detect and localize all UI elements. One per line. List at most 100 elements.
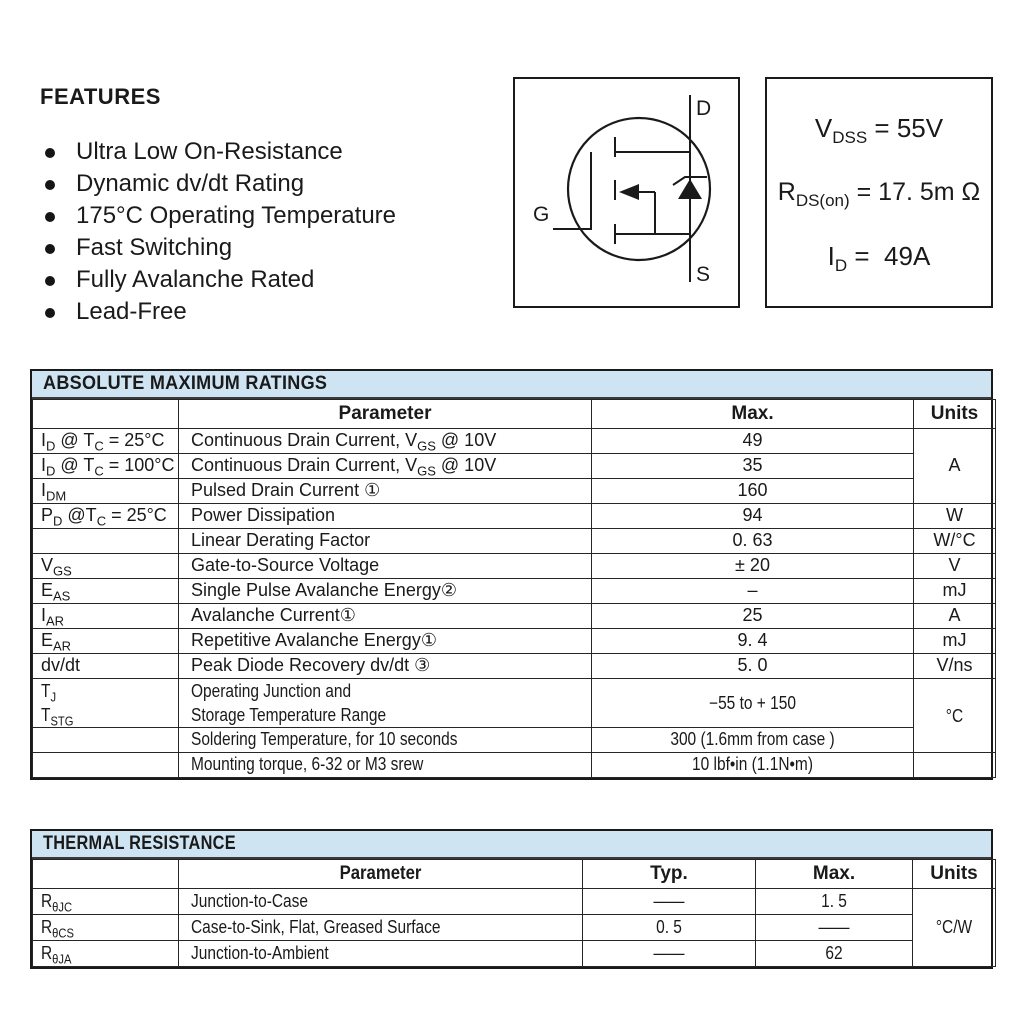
- spec-id: ID = 49A: [827, 241, 931, 276]
- thermal-header-row: Parameter Typ. Max. Units: [32, 859, 996, 889]
- max-cell: 10 lbf•in (1.1N•m): [591, 752, 914, 778]
- abs-max-section: ABSOLUTE MAXIMUM RATINGS Parameter Max. …: [30, 369, 996, 780]
- symbol-cell: [32, 528, 179, 554]
- max-cell: 160: [591, 478, 914, 504]
- symbol-cell: IDM: [32, 478, 179, 504]
- symbol-cell: RθCS: [32, 914, 179, 941]
- symbol-column-header: [32, 399, 179, 429]
- typ-cell: ——: [582, 888, 756, 915]
- feature-item: Fully Avalanche Rated: [40, 264, 480, 296]
- diode-icon: [678, 179, 702, 199]
- mosfet-symbol: D G S: [533, 95, 711, 286]
- units-cell: W/°C: [913, 528, 996, 554]
- symbol-cell: RθJC: [32, 888, 179, 915]
- max-cell: 35: [591, 453, 914, 479]
- parameter-cell: Gate-to-Source Voltage: [178, 553, 592, 579]
- parameter-cell: Junction-to-Ambient: [178, 940, 583, 967]
- parameter-cell: Repetitive Avalanche Energy①: [178, 628, 592, 654]
- max-cell: 300 (1.6mm from case ): [591, 727, 914, 753]
- parameter-cell: Operating Junction and Storage Temperatur…: [178, 678, 592, 728]
- units-cell: [913, 752, 996, 778]
- abs-max-row: VGS Gate-to-Source Voltage ± 20 V: [32, 553, 996, 579]
- max-cell: 0. 63: [591, 528, 914, 554]
- symbol-cell: [32, 752, 179, 778]
- max-column-header: Max.: [591, 399, 914, 429]
- symbol-cell: ID @ TC = 25°C: [32, 428, 179, 454]
- max-cell: ± 20: [591, 553, 914, 579]
- parameter-column-header: Parameter: [178, 399, 592, 429]
- abs-max-row: Soldering Temperature, for 10 seconds 300…: [32, 727, 996, 753]
- units-cell: W: [913, 503, 996, 529]
- units-cell: A: [913, 428, 996, 504]
- abs-max-row: TJ TSTG Operating Junction and Storage Temp…: [32, 678, 996, 753]
- thermal-title: THERMAL RESISTANCE: [43, 833, 236, 854]
- units-column-header: Units: [913, 399, 996, 429]
- units-cell: A: [913, 603, 996, 629]
- arrow-icon: [619, 184, 639, 200]
- abs-max-header-row: Parameter Max. Units: [32, 399, 996, 429]
- units-cell: °C: [913, 678, 996, 753]
- max-cell: ——: [755, 914, 913, 941]
- symbol-cell: EAR: [32, 628, 179, 654]
- features-list: Ultra Low On-Resistance Dynamic dv/dt Rat…: [40, 136, 480, 328]
- symbol-cell: VGS: [32, 553, 179, 579]
- thermal-row: RθJA Junction-to-Ambient —— 62: [32, 940, 996, 967]
- parameter-cell: Continuous Drain Current, VGS @ 10V: [178, 428, 592, 454]
- parameter-cell: Case-to-Sink, Flat, Greased Surface: [178, 914, 583, 941]
- parameter-cell: Peak Diode Recovery dv/dt ③: [178, 653, 592, 679]
- feature-item: Dynamic dv/dt Rating: [40, 168, 480, 200]
- abs-max-row: dv/dt Peak Diode Recovery dv/dt ③ 5. 0 V/ns: [32, 653, 996, 679]
- pin-label-drain: D: [696, 97, 711, 120]
- abs-max-title-bar: ABSOLUTE MAXIMUM RATINGS: [32, 371, 991, 399]
- abs-max-row: ID @ TC = 100°C Continuous Drain Current,…: [32, 453, 996, 479]
- feature-item: Ultra Low On-Resistance: [40, 136, 480, 168]
- thermal-row: RθJC Junction-to-Case —— 1. 5 °C/W: [32, 888, 996, 967]
- parameter-cell: Single Pulse Avalanche Energy②: [178, 578, 592, 604]
- parameter-column-header: Parameter: [178, 859, 583, 889]
- symbol-column-header: [32, 859, 179, 889]
- max-cell: 49: [591, 428, 914, 454]
- max-cell: –: [591, 578, 914, 604]
- max-cell: 94: [591, 503, 914, 529]
- max-cell: 62: [755, 940, 913, 967]
- symbol-cell: RθJA: [32, 940, 179, 967]
- feature-item: Fast Switching: [40, 232, 480, 264]
- max-cell: 9. 4: [591, 628, 914, 654]
- features-section: FEATURES Ultra Low On-Resistance Dynamic …: [40, 84, 480, 328]
- key-specs-box: VDSS = 55V RDS(on) = 17. 5m Ω ID = 49A: [765, 77, 993, 308]
- max-cell: 5. 0: [591, 653, 914, 679]
- abs-max-row: Linear Derating Factor 0. 63 W/°C: [32, 528, 996, 554]
- max-column-header: Max.: [755, 859, 913, 889]
- spec-vdss: VDSS = 55V: [814, 113, 944, 148]
- units-cell: V/ns: [913, 653, 996, 679]
- symbol-cell: EAS: [32, 578, 179, 604]
- units-cell: V: [913, 553, 996, 579]
- thermal-section: THERMAL RESISTANCE Parameter Typ. Max. U…: [30, 829, 996, 969]
- thermal-title-bar: THERMAL RESISTANCE: [32, 831, 991, 859]
- parameter-cell: Pulsed Drain Current ①: [178, 478, 592, 504]
- typ-cell: 0. 5: [582, 914, 756, 941]
- abs-max-row: EAR Repetitive Avalanche Energy① 9. 4 mJ: [32, 628, 996, 654]
- units-cell: mJ: [913, 578, 996, 604]
- feature-item: Lead-Free: [40, 296, 480, 328]
- abs-max-row: PD @TC = 25°C Power Dissipation 94 W: [32, 503, 996, 529]
- thermal-row: RθCS Case-to-Sink, Flat, Greased Surface 0…: [32, 914, 996, 941]
- units-column-header: Units: [912, 859, 996, 889]
- spec-rdson: RDS(on) = 17. 5m Ω: [777, 178, 981, 210]
- symbol-cell: dv/dt: [32, 653, 179, 679]
- abs-max-row: IDM Pulsed Drain Current ① 160: [32, 478, 996, 504]
- abs-max-row: Mounting torque, 6-32 or M3 srew 10 lbf•i…: [32, 752, 996, 778]
- symbol-cell: [32, 727, 179, 753]
- abs-max-row: ID @ TC = 25°C Continuous Drain Current, …: [32, 428, 996, 504]
- parameter-cell: Mounting torque, 6-32 or M3 srew: [178, 752, 592, 778]
- symbol-cell: PD @TC = 25°C: [32, 503, 179, 529]
- symbol-cell: IAR: [32, 603, 179, 629]
- abs-max-row: IAR Avalanche Current① 25 A: [32, 603, 996, 629]
- feature-item: 175°C Operating Temperature: [40, 200, 480, 232]
- parameter-cell: Power Dissipation: [178, 503, 592, 529]
- typ-column-header: Typ.: [582, 859, 756, 889]
- parameter-cell: Continuous Drain Current, VGS @ 10V: [178, 453, 592, 479]
- thermal-table: Parameter Typ. Max. Units RθJC Junction-t…: [32, 859, 996, 967]
- max-cell: 1. 5: [755, 888, 913, 915]
- symbol-cell: TJ TSTG: [32, 678, 179, 728]
